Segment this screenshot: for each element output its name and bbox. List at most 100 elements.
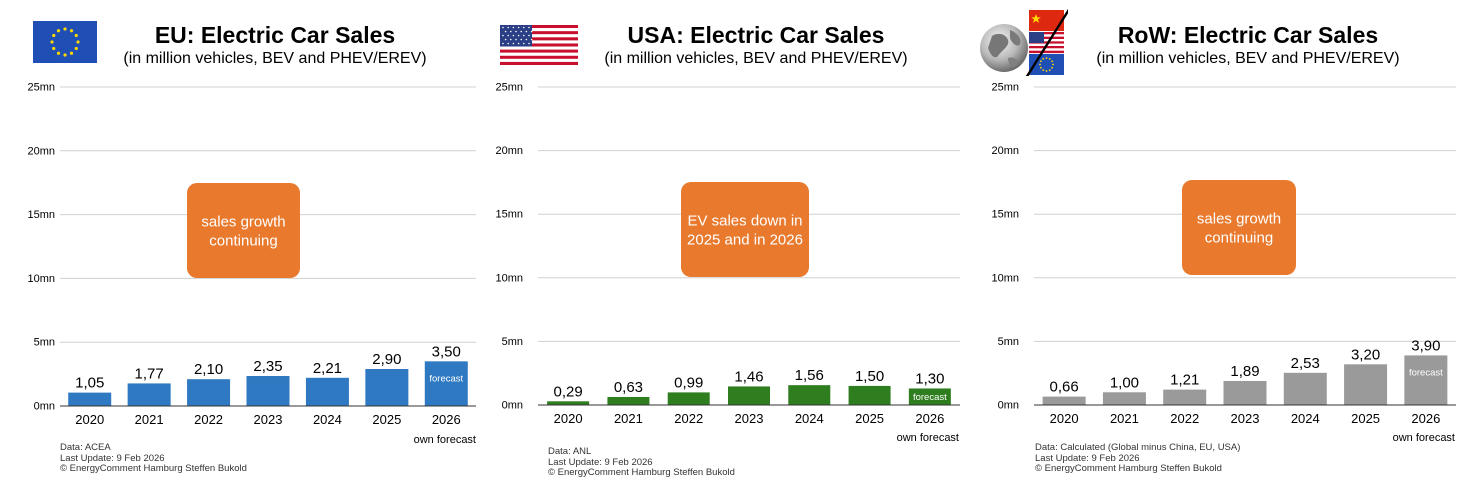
x-tick-label: 2026 xyxy=(432,412,461,427)
forecast-bar-label: forecast xyxy=(1409,367,1443,378)
bar-chart: 0mn 5mn 10mn 15mn 20mn 25mn 0,29 2020 0,63 2021 0,… xyxy=(495,82,960,444)
y-tick-label: 20mn xyxy=(495,145,523,157)
chart-subtitle: (in million vehicles, BEV and PHEV/EREV) xyxy=(1096,50,1400,67)
bar xyxy=(667,392,710,405)
x-tick-label: 2026 xyxy=(1411,411,1440,426)
callout-box xyxy=(187,183,300,278)
x-tick-label: 2021 xyxy=(135,412,164,427)
eu-chart-panel: EU: Electric Car Sales (in million vehic… xyxy=(0,0,490,490)
update-line: Last Update: 9 Feb 2026 xyxy=(1035,452,1140,464)
x-tick-label: 2024 xyxy=(795,411,824,426)
bar-value-label: 2,21 xyxy=(313,360,342,377)
bar-value-label: 3,90 xyxy=(1411,337,1440,354)
bar xyxy=(1042,396,1086,405)
bar xyxy=(68,392,112,406)
bar-value-label: 0,63 xyxy=(614,379,643,396)
callout-text: sales growth xyxy=(201,214,285,231)
bar xyxy=(127,383,171,406)
bar-value-label: 1,00 xyxy=(1110,374,1139,391)
callout-text: 2025 and in 2026 xyxy=(687,232,803,249)
callout-text: EV sales down in xyxy=(687,213,802,230)
y-tick-label: 10mn xyxy=(495,272,523,284)
update-line: Last Update: 9 Feb 2026 xyxy=(60,452,165,464)
update-line: Last Update: 9 Feb 2026 xyxy=(548,456,653,468)
y-tick-label: 0mn xyxy=(998,400,1019,412)
bar xyxy=(1102,392,1146,405)
bar xyxy=(1404,355,1448,405)
bar-value-label: 3,50 xyxy=(432,343,461,360)
bar-value-label: 1,05 xyxy=(75,375,104,392)
x-tick-label: 2020 xyxy=(75,412,104,427)
x-tick-label: 2023 xyxy=(1231,411,1260,426)
globe-minus-flags-icon xyxy=(980,8,1068,76)
x-tick-label: 2022 xyxy=(1170,411,1199,426)
bar xyxy=(365,368,409,406)
forecast-note: own forecast xyxy=(414,434,476,446)
bar-value-label: 3,20 xyxy=(1351,346,1380,363)
bar xyxy=(1344,364,1388,405)
x-tick-label: 2026 xyxy=(915,411,944,426)
copyright-line: © EnergyComment Hamburg Steffen Bukold xyxy=(1035,463,1222,474)
y-tick-label: 5mn xyxy=(998,336,1019,348)
y-tick-label: 25mn xyxy=(27,82,55,94)
callout-text: sales growth xyxy=(1197,211,1281,228)
y-tick-label: 5mn xyxy=(502,336,523,348)
bar xyxy=(1163,389,1207,405)
y-tick-label: 5mn xyxy=(34,337,55,349)
forecast-bar-label: forecast xyxy=(913,392,947,403)
x-tick-label: 2020 xyxy=(1050,411,1079,426)
bar-value-label: 1,77 xyxy=(135,365,164,382)
y-tick-label: 20mn xyxy=(27,145,55,157)
x-tick-label: 2022 xyxy=(194,412,223,427)
x-tick-label: 2022 xyxy=(674,411,703,426)
y-tick-label: 25mn xyxy=(495,82,523,94)
chart-title: USA: Electric Car Sales xyxy=(627,22,885,48)
bar xyxy=(1223,380,1267,405)
copyright-line: © EnergyComment Hamburg Steffen Bukold xyxy=(60,463,247,474)
bar-chart: 0mn 5mn 10mn 15mn 20mn 25mn 1,05 2020 1,77 2021 2,… xyxy=(27,82,476,446)
bar xyxy=(424,361,468,406)
bar-value-label: 2,10 xyxy=(194,361,223,378)
bar-value-label: 0,29 xyxy=(554,383,583,400)
x-tick-label: 2025 xyxy=(1351,411,1380,426)
forecast-bar-label: forecast xyxy=(429,373,463,384)
y-tick-label: 20mn xyxy=(991,145,1019,157)
bar xyxy=(246,376,290,406)
bar-value-label: 1,21 xyxy=(1170,372,1199,389)
y-tick-label: 15mn xyxy=(991,209,1019,221)
x-tick-label: 2023 xyxy=(254,412,283,427)
y-tick-label: 10mn xyxy=(991,272,1019,284)
source-note: Data: ACEA Last Update: 9 Feb 2026 © Ene… xyxy=(60,442,247,475)
x-tick-label: 2023 xyxy=(735,411,764,426)
bar-value-label: 0,66 xyxy=(1050,379,1079,396)
y-tick-label: 0mn xyxy=(502,400,523,412)
bar xyxy=(305,377,349,406)
source-line: Data: ANL xyxy=(548,446,592,457)
bar-value-label: 2,53 xyxy=(1291,355,1320,372)
forecast-note: own forecast xyxy=(1393,432,1455,444)
source-line: Data: Calculated (Global minus China, EU… xyxy=(1035,442,1241,453)
bar xyxy=(908,388,951,405)
x-tick-label: 2025 xyxy=(855,411,884,426)
bar-value-label: 1,56 xyxy=(795,367,824,384)
usa-flag-icon xyxy=(500,25,578,65)
callout-text: continuing xyxy=(1205,230,1273,247)
y-tick-label: 25mn xyxy=(991,82,1019,94)
bar xyxy=(1283,372,1327,405)
bar xyxy=(607,396,650,405)
source-line: Data: ACEA xyxy=(60,442,111,453)
bar-value-label: 2,35 xyxy=(253,358,282,375)
chart-subtitle: (in million vehicles, BEV and PHEV/EREV) xyxy=(604,50,908,67)
y-tick-label: 15mn xyxy=(495,209,523,221)
row-chart-panel: RoW: Electric Car Sales (in million vehi… xyxy=(980,0,1474,490)
bar-value-label: 2,90 xyxy=(372,351,401,368)
chart-subtitle: (in million vehicles, BEV and PHEV/EREV) xyxy=(123,50,427,67)
bar xyxy=(788,385,831,405)
eu-flag-icon xyxy=(33,21,97,63)
copyright-line: © EnergyComment Hamburg Steffen Bukold xyxy=(548,467,735,478)
bar-chart: 0mn 5mn 10mn 15mn 20mn 25mn 0,66 2020 1,00 2021 1,… xyxy=(991,82,1456,444)
x-tick-label: 2021 xyxy=(614,411,643,426)
bar xyxy=(848,385,891,405)
callout-text: continuing xyxy=(209,233,277,250)
y-tick-label: 15mn xyxy=(27,209,55,221)
